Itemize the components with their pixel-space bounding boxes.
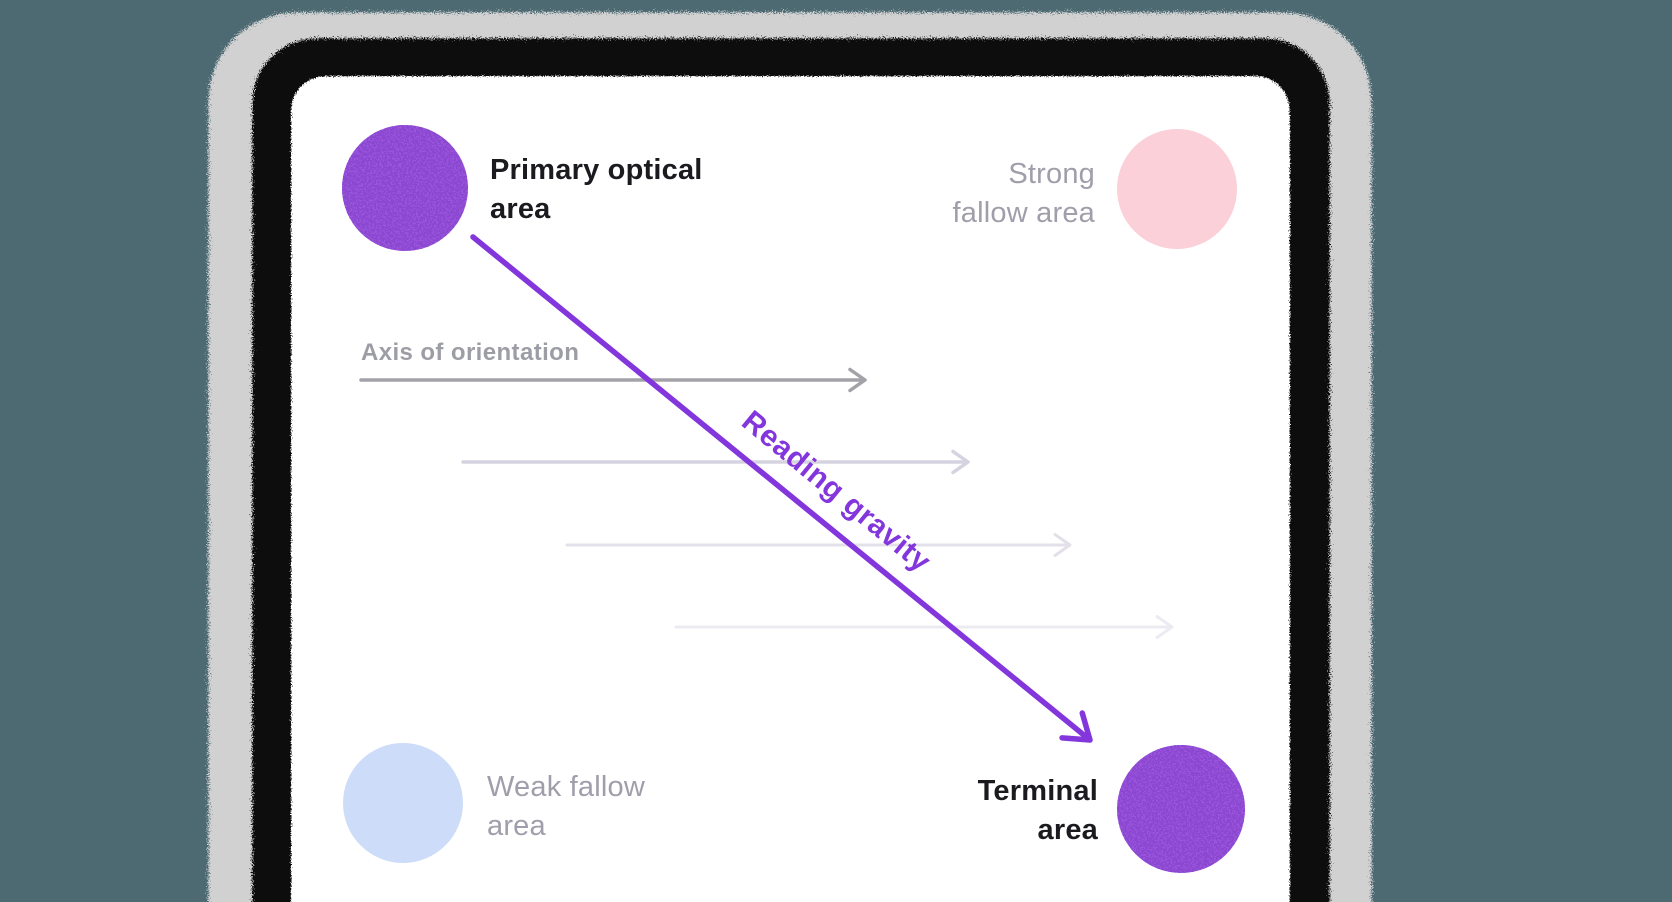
- primary-optical-circle: [342, 125, 468, 251]
- weak-fallow-label-line2: area: [487, 810, 546, 842]
- reading-gravity-shaft: [470, 234, 1089, 739]
- strong-fallow-label-line2: fallow area: [952, 197, 1095, 229]
- axis-arrow-3-head: [1053, 533, 1072, 557]
- axis-arrow-2-head: [951, 449, 970, 475]
- strong-fallow-label-line1: Strong: [1008, 158, 1095, 190]
- axis-arrow-4-head: [1155, 615, 1174, 639]
- primary-optical-label-line2: area: [490, 193, 551, 225]
- weak-fallow-label-line1: Weak fallow: [487, 771, 646, 803]
- strong-fallow-circle: [1117, 129, 1237, 249]
- terminal-circle: [1117, 745, 1245, 873]
- primary-optical-label-line1: Primary optical: [490, 154, 703, 186]
- axis-of-orientation-label: Axis of orientation: [361, 339, 580, 366]
- weak-fallow-circle: [343, 743, 463, 863]
- gravity-arrow-group: [470, 234, 1093, 743]
- axis-arrow-1-head: [848, 367, 867, 393]
- terminal-label: Terminal area: [978, 772, 1098, 850]
- primary-optical-label: Primary optical area: [490, 151, 703, 229]
- strong-fallow-label: Strong fallow area: [953, 155, 1095, 233]
- reading-gravity-head: [1059, 710, 1093, 743]
- card-rect: [291, 76, 1290, 902]
- terminal-label-line2: area: [1037, 814, 1098, 846]
- terminal-label-line1: Terminal: [977, 775, 1098, 807]
- weak-fallow-label: Weak fallow area: [487, 768, 645, 846]
- axis-arrows-group: [359, 367, 1174, 639]
